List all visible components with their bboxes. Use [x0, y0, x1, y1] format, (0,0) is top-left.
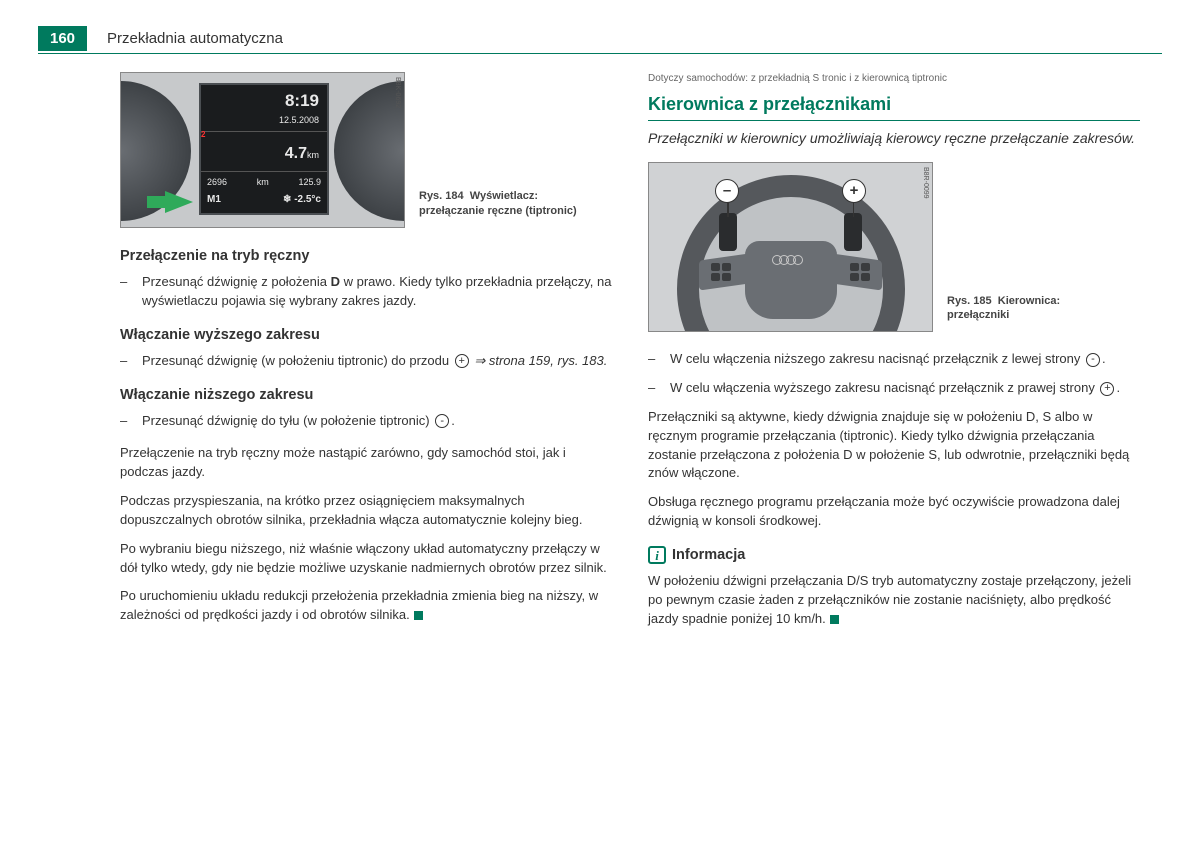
para-accel-auto: Podczas przyspieszania, na krótko przez …	[120, 492, 612, 530]
plus-icon: +	[455, 354, 469, 368]
dis-distance: 4.7	[285, 145, 307, 162]
green-arrow-icon	[165, 191, 193, 213]
figure-184-display: 8:19 12.5.2008 4.7km 2696 km 125.9 M1 ❄ …	[120, 72, 405, 228]
step-paddle-down: – W celu włączenia niższego zakresu naci…	[648, 350, 1140, 369]
info-icon: i	[648, 546, 666, 564]
dis-distance-unit: km	[307, 150, 319, 160]
dis-trip: 125.9	[298, 176, 321, 189]
callout-minus: –	[715, 179, 739, 203]
callout-line-right	[853, 203, 855, 217]
fig185-code: B8R-0099	[920, 167, 930, 199]
dis-screen: 8:19 12.5.2008 4.7km 2696 km 125.9 M1 ❄ …	[199, 83, 329, 215]
end-marker-icon	[414, 611, 423, 620]
end-marker-icon	[830, 615, 839, 624]
step-upshift-post: ⇒ strona 159, rys. 183.	[471, 353, 608, 368]
info-heading: iInformacja	[648, 545, 1140, 566]
step-paddle-up: – W celu włączenia wyższego zakresu naci…	[648, 379, 1140, 398]
info-text: W położeniu dźwigni przełączania D/S try…	[648, 572, 1140, 629]
paddle-down-post: .	[1102, 351, 1106, 366]
para-paddles-active: Przełączniki są aktywne, kiedy dźwignia …	[648, 408, 1140, 483]
callout-plus: +	[842, 179, 866, 203]
section-title: Kierownica z przełącznikami	[648, 91, 1140, 121]
page-header: 160 Przekładnia automatyczna	[0, 0, 1200, 51]
minus-icon: -	[435, 414, 449, 428]
header-rule	[38, 53, 1162, 54]
applies-to: Dotyczy samochodów: z przekładnią S tron…	[648, 72, 1140, 87]
dis-gear: M1	[207, 193, 221, 208]
page-number: 160	[38, 26, 87, 51]
step-upshift-pre: Przesunąć dźwignię (w położeniu tiptroni…	[142, 353, 453, 368]
figure-184-row: 8:19 12.5.2008 4.7km 2696 km 125.9 M1 ❄ …	[120, 72, 612, 228]
dis-odo-unit: km	[257, 176, 269, 189]
para-reduction: Po uruchomieniu układu redukcji przełoże…	[120, 587, 612, 625]
paddle-left	[719, 213, 737, 251]
dis-date: 12.5.2008	[279, 115, 319, 125]
chapter-title: Przekładnia automatyczna	[107, 30, 283, 51]
steering-hub	[745, 241, 837, 319]
callout-line-left	[727, 203, 729, 217]
dis-odo: 2696	[207, 176, 227, 189]
paddle-right	[844, 213, 862, 251]
paddle-up-post: .	[1116, 380, 1120, 395]
fig184-code: B8K-0692	[392, 77, 402, 108]
step-downshift-post: .	[451, 413, 455, 428]
left-column: 8:19 12.5.2008 4.7km 2696 km 125.9 M1 ❄ …	[120, 72, 612, 638]
dis-time: 8:19	[285, 91, 319, 110]
heading-manual-mode: Przełączenie na tryb ręczny	[120, 246, 612, 267]
right-column: Dotyczy samochodów: z przekładnią S tron…	[648, 72, 1140, 638]
heading-downshift: Włączanie niższego zakresu	[120, 385, 612, 406]
para-lower-gear: Po wybraniu biegu niższego, niż właśnie …	[120, 540, 612, 578]
figure-184-caption: Rys. 184 Wyświetlacz: przełączanie ręczn…	[419, 189, 579, 228]
figure-185-steering: – + B8R-0099	[648, 162, 933, 332]
section-intro: Przełączniki w kierownicy umożliwiają ki…	[648, 129, 1140, 149]
plus-icon: +	[1100, 382, 1114, 396]
audi-logo-icon	[775, 255, 807, 269]
step-upshift: – Przesunąć dźwignię (w położeniu tiptro…	[120, 352, 612, 371]
dis-temp: ❄ -2.5°c	[283, 193, 321, 208]
red-marker: 2	[201, 129, 205, 141]
minus-icon: -	[1086, 353, 1100, 367]
paddle-down-pre: W celu włączenia niższego zakresu nacisn…	[670, 351, 1084, 366]
figure-185-row: – + B8R-0099 Rys. 185 Kierownica: przełą…	[648, 162, 1140, 332]
step-downshift: – Przesunąć dźwignię do tyłu (w położeni…	[120, 412, 612, 431]
step-downshift-pre: Przesunąć dźwignię do tyłu (w położenie …	[142, 413, 433, 428]
wheel-buttons-left	[711, 263, 731, 281]
figure-185-caption: Rys. 185 Kierownica: przełączniki	[947, 294, 1107, 333]
para-console-lever: Obsługa ręcznego programu przełączania m…	[648, 493, 1140, 531]
wheel-buttons-right	[850, 263, 870, 281]
heading-upshift: Włączanie wyższego zakresu	[120, 325, 612, 346]
para-manual-anytime: Przełączenie na tryb ręczny może nastąpi…	[120, 444, 612, 482]
step-shift-right: – Przesunąć dźwignię z położenia D w pra…	[120, 273, 612, 311]
content-columns: 8:19 12.5.2008 4.7km 2696 km 125.9 M1 ❄ …	[0, 72, 1200, 638]
paddle-up-pre: W celu włączenia wyższego zakresu nacisn…	[670, 380, 1098, 395]
